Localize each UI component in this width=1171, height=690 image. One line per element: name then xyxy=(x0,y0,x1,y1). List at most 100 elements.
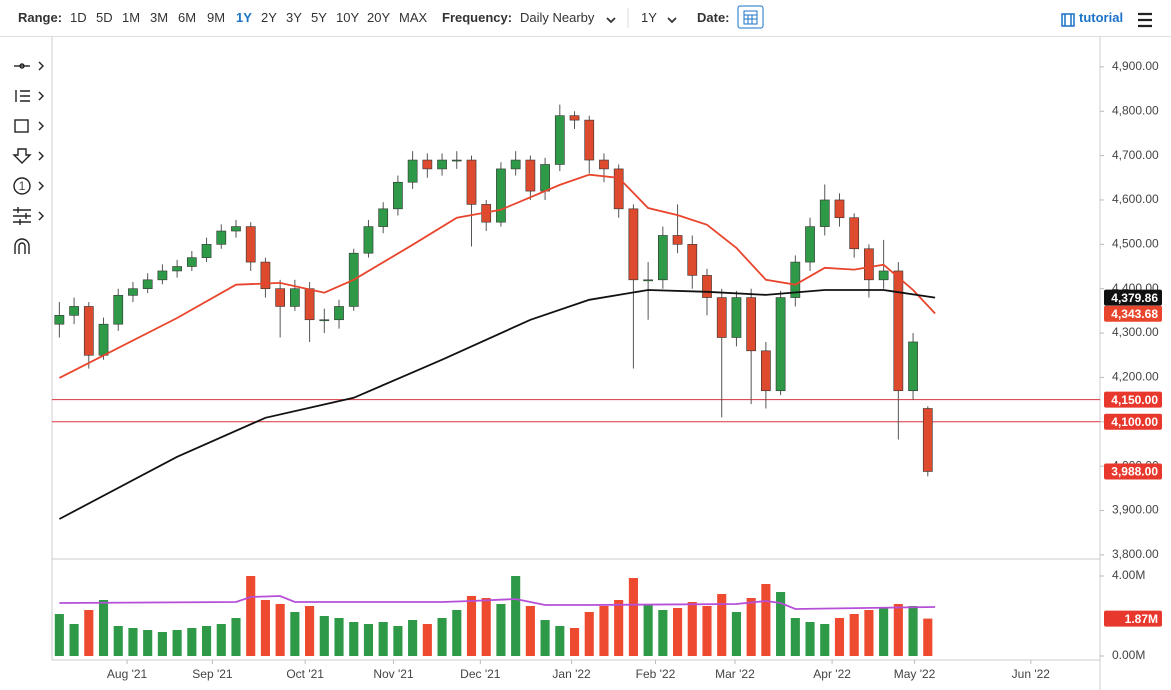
candle-body xyxy=(834,199,845,219)
candle-body xyxy=(113,295,124,325)
range-button[interactable]: 1D xyxy=(70,10,87,25)
volume-bar xyxy=(275,604,285,656)
candle-body xyxy=(893,270,904,392)
volume-bar xyxy=(349,622,359,656)
candle-body xyxy=(437,159,447,170)
tool-arrow[interactable] xyxy=(12,148,44,164)
x-tick-label: Feb '22 xyxy=(636,667,676,681)
range-button[interactable]: 3Y xyxy=(286,10,302,25)
frequency-chevron[interactable] xyxy=(606,17,616,24)
volume-bar xyxy=(540,620,550,656)
candle-body xyxy=(657,235,668,281)
candle-body xyxy=(216,230,227,245)
tutorial-link[interactable]: tutorial xyxy=(1079,10,1124,25)
volume-bar xyxy=(290,612,300,656)
tool-shape[interactable] xyxy=(14,119,44,133)
candle-body xyxy=(466,159,477,205)
volume-bar xyxy=(820,624,830,656)
y-tick-label: 4,300.00 xyxy=(1112,325,1159,339)
range-button[interactable]: 6M xyxy=(178,10,197,25)
candle-body xyxy=(245,226,256,263)
range-button[interactable]: 5D xyxy=(96,10,113,25)
y-tick-label: 4.00M xyxy=(1112,568,1145,582)
volume-bar xyxy=(628,578,638,656)
volume-bar xyxy=(422,624,432,656)
volume-bar xyxy=(717,594,727,656)
candle-body xyxy=(849,217,860,250)
volume-bar xyxy=(452,610,462,656)
candle-body xyxy=(451,159,462,162)
candle-body xyxy=(128,288,138,296)
candle-body xyxy=(186,257,197,267)
candle-body xyxy=(790,261,801,298)
y-tick-label: 4,900.00 xyxy=(1112,59,1159,73)
x-tick-label: May '22 xyxy=(894,667,936,681)
volume-bar xyxy=(702,606,712,656)
price-badge xyxy=(1104,413,1162,430)
volume-bar xyxy=(834,618,845,656)
tool-settings[interactable] xyxy=(13,207,44,225)
volume-bar xyxy=(437,618,447,656)
volume-bar xyxy=(481,598,491,656)
frequency-select[interactable]: Daily Nearby xyxy=(520,10,595,25)
volume-bar xyxy=(599,606,609,656)
candle-body xyxy=(98,323,109,356)
candle-body xyxy=(275,288,286,307)
range-button[interactable]: 1M xyxy=(122,10,141,25)
candle-body xyxy=(231,226,241,232)
volume-bar xyxy=(761,584,771,656)
tool-note[interactable]: 1 xyxy=(13,177,44,195)
tool-line[interactable] xyxy=(14,61,44,71)
volume-bar xyxy=(98,600,109,656)
range-button[interactable]: 3M xyxy=(150,10,169,25)
volume-bar xyxy=(776,592,786,656)
range-button[interactable]: 2Y xyxy=(261,10,277,25)
volume-bar xyxy=(643,604,653,656)
volume-bar xyxy=(84,610,94,656)
volume-bar xyxy=(378,622,388,656)
x-tick-label: Sep '21 xyxy=(192,667,233,681)
candle-body xyxy=(290,288,300,307)
candle-body xyxy=(422,159,433,170)
candle-body xyxy=(83,306,94,356)
candle-body xyxy=(142,279,153,290)
volume-bar xyxy=(790,618,800,656)
price-badge-label: 4,379.86 xyxy=(1111,291,1158,305)
period-select[interactable]: 1Y xyxy=(641,10,657,25)
y-tick-label: 4,200.00 xyxy=(1112,370,1159,384)
y-tick-label: 4,800.00 xyxy=(1112,103,1159,117)
range-button[interactable]: 1Y xyxy=(236,10,252,25)
range-button[interactable]: 20Y xyxy=(367,10,391,25)
period-chevron[interactable] xyxy=(667,17,677,24)
menu-icon[interactable] xyxy=(1138,12,1152,28)
tutorial-icon xyxy=(1061,13,1075,27)
volume-bar xyxy=(334,618,344,656)
range-button[interactable]: 9M xyxy=(207,10,226,25)
toolbar: Range: 1D 5D 1M 3M 6M 9M 1Y 2Y 3Y 5Y 10Y… xyxy=(0,0,1171,37)
price-badge xyxy=(1104,305,1162,322)
volume-bar xyxy=(496,604,506,656)
volume-bar xyxy=(908,606,918,656)
volume-bar xyxy=(569,628,580,656)
x-tick-label: Mar '22 xyxy=(715,667,755,681)
y-tick-label: 4,700.00 xyxy=(1112,148,1159,162)
candle-body xyxy=(613,168,624,210)
tool-magnet[interactable] xyxy=(14,238,30,254)
range-button[interactable]: MAX xyxy=(399,10,428,25)
volume-bar xyxy=(113,626,123,656)
price-badge xyxy=(1104,289,1162,306)
range-button[interactable]: 10Y xyxy=(336,10,360,25)
volume-bar xyxy=(584,612,594,656)
volume-bar xyxy=(849,614,859,656)
y-tick-label: 3,900.00 xyxy=(1112,503,1159,517)
y-tick-label: 4,500.00 xyxy=(1112,237,1159,251)
tool-fib[interactable] xyxy=(15,90,44,102)
candle-body xyxy=(393,181,403,210)
candle-body xyxy=(643,279,653,282)
candle-body xyxy=(775,297,786,392)
volume-bar xyxy=(393,626,403,656)
range-button[interactable]: 5Y xyxy=(311,10,327,25)
tool-label: 1 xyxy=(19,179,26,193)
